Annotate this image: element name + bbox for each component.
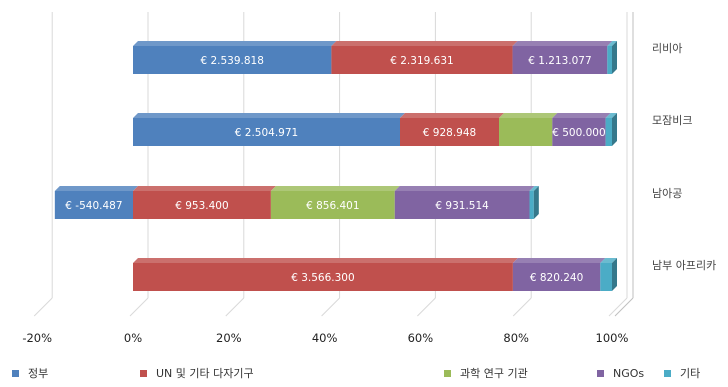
legend-label: 과학 연구 기관 (460, 367, 528, 380)
category-axis-floor (614, 297, 634, 317)
bar-data-label: € 2.504.971 (235, 127, 298, 139)
x-axis-ticks: -20% 0% 20% 40% 60% 80% 100% (22, 331, 628, 345)
bar-segment (133, 118, 401, 146)
legend-swatch (12, 370, 19, 377)
bar-segment-top (529, 186, 539, 191)
bar-segment (54, 191, 133, 219)
bar-segment (512, 46, 608, 74)
bar-side (612, 258, 617, 291)
bar-segment (133, 191, 271, 219)
bar-segment (600, 263, 612, 291)
bar-segment-top (133, 258, 518, 263)
category-label: 리비아 (652, 42, 682, 55)
legend: 정부 UN 및 기타 다자기구 과학 연구 기관 NGOs 기타 (12, 367, 700, 380)
bar-data-label: € 2.319.631 (390, 55, 453, 67)
gridline-floor (512, 297, 532, 317)
bar-segment-top (133, 41, 337, 46)
bar-segment-top (512, 258, 606, 263)
legend-swatch (597, 370, 604, 377)
category-label: 남부 아프리카 (652, 259, 716, 272)
bar-side (612, 41, 617, 74)
bar-segment (552, 118, 606, 146)
bar-data-label: € 928.948 (423, 127, 476, 139)
x-tick-label: 80% (503, 331, 529, 345)
bar-segment-top (133, 186, 276, 191)
bar-segment (400, 118, 500, 146)
bar-segment-top (270, 186, 400, 191)
bar-data-label: € 820.240 (530, 272, 583, 284)
legend-swatch (140, 370, 147, 377)
gridline-floor (225, 297, 245, 317)
legend-label: 기타 (680, 367, 700, 380)
bar-segment-top (331, 41, 518, 46)
category-label: 모잠비크 (652, 114, 692, 127)
legend-label: NGOs (613, 367, 644, 380)
bar-segment (331, 46, 513, 74)
bar-segment (607, 46, 612, 74)
bar-segment (133, 263, 513, 291)
bar-segment-top (133, 113, 406, 118)
bar-segment-top (552, 113, 611, 118)
legend-swatch (664, 370, 671, 377)
gridline-floor (33, 297, 53, 317)
gridline-floor (608, 297, 628, 317)
bar-data-label: € 1.213.077 (528, 55, 591, 67)
bar-segment-top (394, 186, 535, 191)
bar-data-label: € 3.566.300 (291, 272, 354, 284)
legend-swatch (444, 370, 451, 377)
bar-segment-top (54, 186, 138, 191)
bars (54, 41, 617, 291)
x-tick-label: 40% (312, 331, 338, 345)
x-tick-label: 20% (216, 331, 242, 345)
bar-segment (512, 263, 601, 291)
bar-segment (133, 46, 332, 74)
x-tick-label: -20% (22, 331, 52, 345)
bar-data-label: € 500.000 (552, 127, 605, 139)
bar-segment-top (600, 258, 617, 263)
bar-segment (499, 118, 553, 146)
bar-segment-top (512, 41, 613, 46)
bar-segment (394, 191, 530, 219)
bar-labels: € 2.539.818 € 2.319.631 € 1.213.077 € 2.504… (65, 55, 605, 284)
bar-side (612, 113, 617, 146)
bar-segment-top (400, 113, 505, 118)
bar-side (533, 186, 539, 219)
bar-segment-top (605, 113, 617, 118)
bar-data-label: € 856.401 (306, 200, 359, 212)
bar-segment (529, 191, 534, 219)
x-tick-label: 100% (596, 331, 629, 345)
bar-data-label: € 931.514 (435, 200, 489, 212)
bar-data-label: € 2.539.818 (200, 55, 263, 67)
gridline-floor (417, 297, 436, 317)
bar-segment (270, 191, 395, 219)
x-tick-label: 0% (124, 331, 142, 345)
bar-data-label: € 953.400 (175, 200, 228, 212)
x-tick-label: 60% (408, 331, 434, 345)
bar-data-label: € -540.487 (65, 200, 122, 212)
gridline-floor (129, 297, 149, 317)
bar-segment (605, 118, 612, 146)
legend-label: 정부 (28, 367, 48, 380)
legend-label: UN 및 기타 다자기구 (156, 367, 254, 380)
category-label: 남아공 (652, 187, 682, 200)
bar-segment-top (499, 113, 558, 118)
gridline-floor (321, 297, 340, 317)
bar-segment-top (607, 41, 617, 46)
